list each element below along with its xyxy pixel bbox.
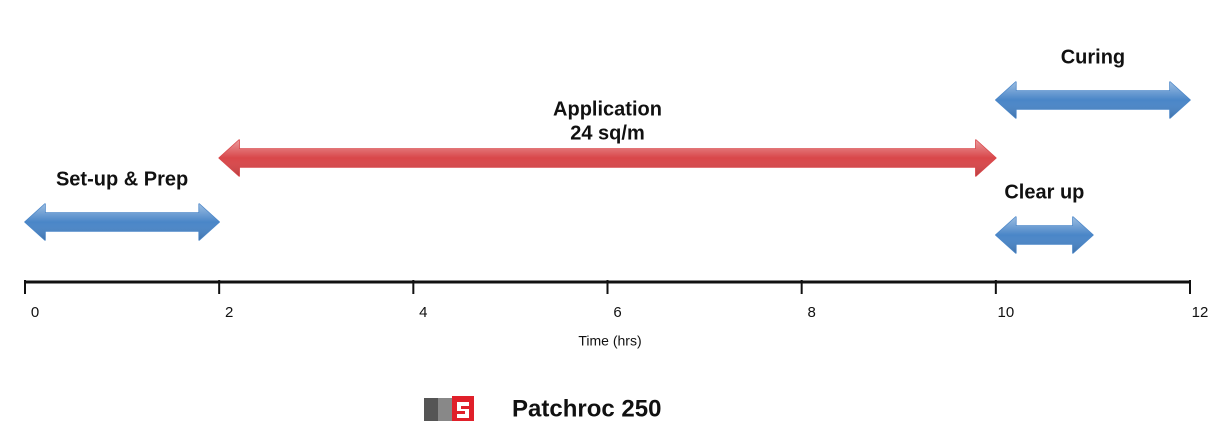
task-detail: 24 sq/m bbox=[570, 122, 644, 144]
tick-label: 2 bbox=[225, 304, 233, 321]
logo bbox=[424, 396, 474, 421]
brand-name: Patchroc 250 bbox=[512, 395, 661, 421]
arrow-gloss bbox=[25, 204, 220, 240]
tick-label: 10 bbox=[997, 304, 1014, 321]
arrow-gloss bbox=[995, 82, 1190, 118]
tick-label: 6 bbox=[613, 304, 621, 321]
arrow-gloss bbox=[219, 140, 996, 176]
task-label: Application bbox=[553, 98, 662, 120]
task-arrow bbox=[218, 139, 997, 177]
task-label: Set-up & Prep bbox=[56, 168, 188, 190]
task-label: Clear up bbox=[1004, 181, 1084, 203]
task-arrow bbox=[995, 81, 1191, 119]
tick-label: 12 bbox=[1192, 304, 1209, 321]
arrow-gloss bbox=[995, 217, 1093, 253]
tick-label: 0 bbox=[31, 304, 39, 321]
task-arrow bbox=[995, 216, 1094, 254]
tick-label: 4 bbox=[419, 304, 427, 321]
task-label: Curing bbox=[1061, 46, 1125, 68]
task-arrow bbox=[24, 203, 220, 241]
tick-label: 8 bbox=[807, 304, 815, 321]
axis-title: Time (hrs) bbox=[578, 333, 641, 349]
